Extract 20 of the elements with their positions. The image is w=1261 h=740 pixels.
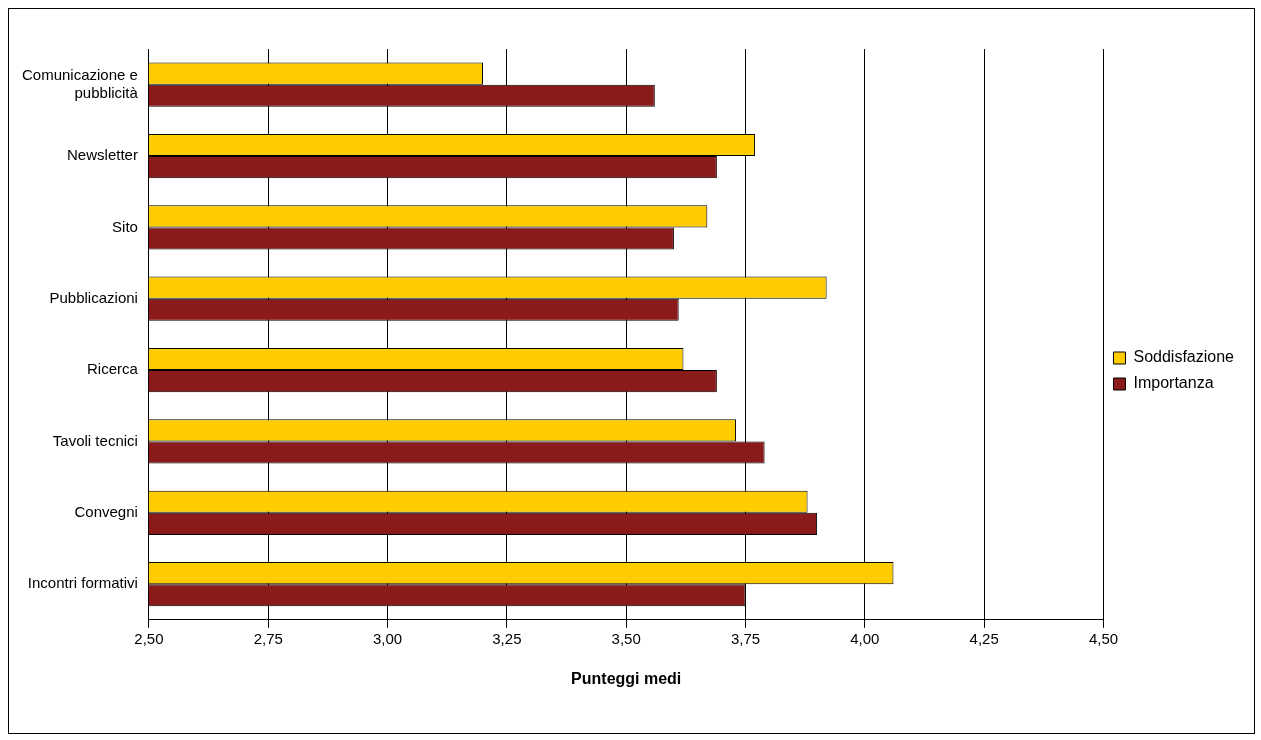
y-tick-label: Comunicazione e pubblicità <box>21 65 139 101</box>
y-tick-label: Tavoli tecnici <box>52 431 138 449</box>
x-tick-label: 4,00 <box>850 629 880 647</box>
x-tick-label: 2,75 <box>253 629 283 647</box>
legend-label: Importanza <box>1133 374 1214 392</box>
y-tick-label: Pubblicazioni <box>49 288 138 306</box>
x-tick-label: 4,50 <box>1088 629 1119 647</box>
y-tick-label: Newsletter <box>67 146 138 164</box>
x-tick-label: 2,50 <box>134 629 164 647</box>
x-tick-label: 3,50 <box>611 629 641 647</box>
y-tick-label: Incontri formativi <box>27 574 138 592</box>
x-tick-label: 3,25 <box>492 629 522 647</box>
x-axis-title: Punteggi medi <box>571 669 682 687</box>
y-tick-label: Convegni <box>74 502 138 520</box>
y-tick-label: Ricerca <box>87 360 139 378</box>
y-tick-label: Sito <box>112 217 138 235</box>
x-tick-label: 4,25 <box>969 629 999 647</box>
x-tick-label: 3,75 <box>730 629 761 647</box>
legend-label: Soddisfazione <box>1133 348 1235 366</box>
x-tick-label: 3,00 <box>372 629 403 647</box>
